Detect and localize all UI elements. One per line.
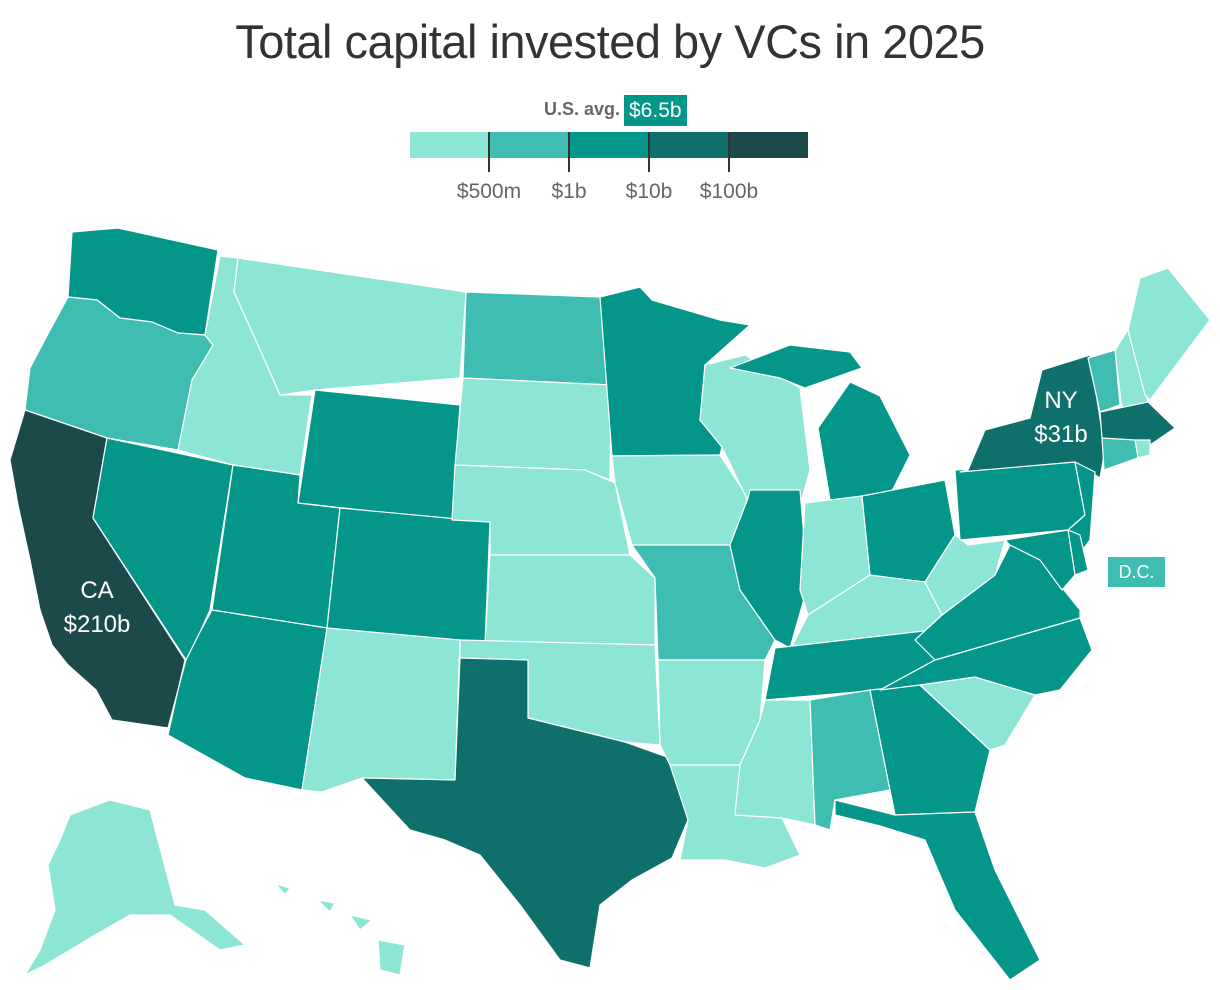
state-AK[interactable]	[24, 799, 246, 976]
state-IA[interactable]	[611, 454, 749, 546]
callout-ca-abbr: CA	[80, 577, 113, 604]
legend-bin-2	[489, 132, 569, 158]
callout-NY: NY $31b	[1034, 387, 1087, 448]
state-CT[interactable]	[1101, 437, 1139, 471]
color-legend	[410, 132, 808, 158]
legend-tick-label-100b: $100b	[699, 180, 759, 203]
legend-tick-500m	[488, 132, 490, 172]
state-VT[interactable]	[1087, 349, 1121, 413]
state-PA[interactable]	[954, 461, 1086, 541]
callout-ny-abbr: NY	[1044, 387, 1077, 414]
state-CO[interactable]	[326, 507, 491, 646]
legend-tick-label-1b: $1b	[551, 180, 587, 203]
state-KS[interactable]	[484, 554, 656, 646]
callout-ca-value: $210b	[64, 611, 131, 638]
chart-title: Total capital invested by VCs in 2025	[235, 15, 985, 68]
state-ND[interactable]	[462, 291, 612, 386]
state-FL[interactable]	[834, 799, 1041, 981]
state-HI[interactable]	[275, 883, 406, 976]
us-average-label: U.S. avg.	[543, 99, 620, 119]
legend-bin-1	[410, 132, 489, 158]
legend-bin-4	[649, 132, 729, 158]
state-NC[interactable]	[879, 617, 1093, 696]
legend-tick-1b	[568, 132, 570, 172]
us-average-badge: $6.5b	[624, 95, 687, 126]
legend-tick-label-500m: $500m	[456, 180, 522, 203]
legend-bin-3	[569, 132, 649, 158]
state-NM[interactable]	[301, 627, 461, 793]
legend-bin-5	[729, 132, 808, 158]
state-ME[interactable]	[1127, 267, 1211, 401]
callout-CA: CA $210b	[64, 577, 131, 638]
state-NY[interactable]	[959, 354, 1106, 479]
state-IL[interactable]	[729, 489, 809, 649]
legend-tick-label-10b: $10b	[625, 180, 673, 203]
callout-ny-value: $31b	[1034, 421, 1087, 448]
legend-tick-10b	[648, 132, 650, 172]
state-MA[interactable]	[1099, 401, 1176, 446]
state-TX[interactable]	[361, 657, 689, 969]
legend-tick-100b	[728, 132, 730, 172]
state-MD[interactable]	[1004, 529, 1076, 591]
state-WY[interactable]	[297, 389, 461, 521]
dc-badge[interactable]: D.C.	[1108, 557, 1165, 587]
state-SD[interactable]	[454, 377, 612, 481]
